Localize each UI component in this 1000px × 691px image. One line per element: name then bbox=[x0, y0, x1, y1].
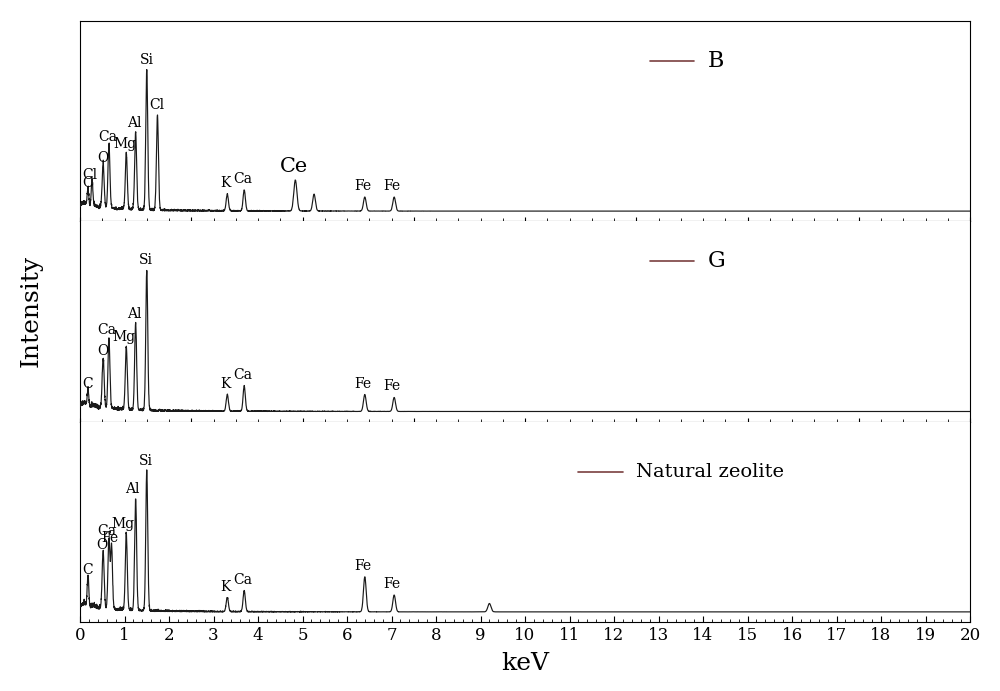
Text: Mg: Mg bbox=[112, 330, 136, 344]
Text: Mg: Mg bbox=[113, 137, 136, 151]
Text: Ca: Ca bbox=[98, 130, 117, 144]
Text: Si: Si bbox=[138, 453, 152, 468]
Text: G: G bbox=[707, 250, 725, 272]
Text: B: B bbox=[707, 50, 724, 72]
Text: Cl: Cl bbox=[83, 168, 98, 182]
Text: Si: Si bbox=[139, 253, 153, 267]
Text: Al: Al bbox=[127, 116, 142, 130]
Text: Mg: Mg bbox=[112, 517, 135, 531]
Text: Fe: Fe bbox=[383, 577, 401, 591]
Text: Natural zeolite: Natural zeolite bbox=[636, 462, 784, 481]
Text: Ca: Ca bbox=[97, 524, 116, 538]
Text: Al: Al bbox=[127, 307, 141, 321]
Text: K: K bbox=[220, 580, 230, 594]
Text: C: C bbox=[83, 176, 93, 190]
Text: Intensity: Intensity bbox=[20, 255, 43, 367]
Text: Fe: Fe bbox=[102, 531, 119, 545]
Text: Fe: Fe bbox=[354, 559, 371, 573]
Text: Fe: Fe bbox=[354, 377, 371, 390]
Text: C: C bbox=[83, 377, 93, 390]
Text: Al: Al bbox=[125, 482, 140, 495]
Text: C: C bbox=[83, 563, 93, 577]
Text: Fe: Fe bbox=[383, 379, 401, 393]
Text: Si: Si bbox=[140, 53, 154, 67]
Text: Ce: Ce bbox=[279, 158, 308, 176]
Text: O: O bbox=[98, 151, 109, 165]
Text: K: K bbox=[220, 377, 231, 390]
Text: Cl: Cl bbox=[149, 97, 164, 112]
Text: Fe: Fe bbox=[354, 179, 372, 193]
Text: K: K bbox=[221, 176, 231, 190]
Text: O: O bbox=[97, 538, 108, 551]
Text: Ca: Ca bbox=[233, 573, 252, 587]
Text: O: O bbox=[98, 344, 109, 359]
X-axis label: keV: keV bbox=[501, 652, 549, 675]
Text: Fe: Fe bbox=[383, 179, 401, 193]
Text: Ca: Ca bbox=[233, 368, 252, 382]
Text: Ca: Ca bbox=[233, 172, 252, 186]
Text: Ca: Ca bbox=[98, 323, 117, 337]
